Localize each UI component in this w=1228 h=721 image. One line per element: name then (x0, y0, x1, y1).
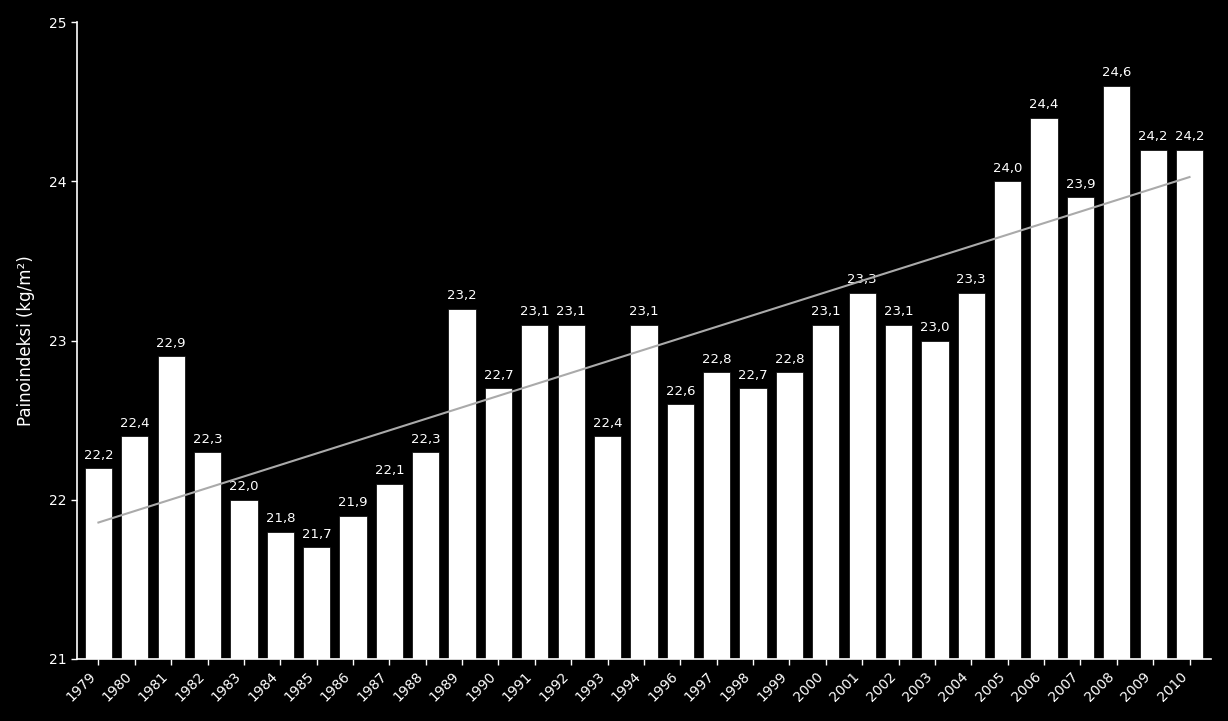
Text: 22,6: 22,6 (666, 385, 695, 398)
Text: 24,0: 24,0 (993, 162, 1023, 175)
Text: 24,6: 24,6 (1102, 66, 1131, 79)
Text: 22,4: 22,4 (120, 417, 150, 430)
Text: 22,7: 22,7 (484, 369, 513, 382)
Text: 22,0: 22,0 (230, 480, 259, 493)
Bar (1176, 149, 1203, 659)
Bar (231, 500, 258, 659)
Bar (339, 516, 367, 659)
Text: 23,2: 23,2 (447, 289, 476, 302)
Bar (448, 309, 475, 659)
Text: 22,7: 22,7 (738, 369, 768, 382)
Text: 23,1: 23,1 (556, 305, 586, 318)
Bar (1067, 198, 1094, 659)
Text: 22,4: 22,4 (593, 417, 623, 430)
Bar (667, 404, 694, 659)
Bar (958, 293, 985, 659)
Bar (739, 389, 766, 659)
Bar (303, 547, 330, 659)
Bar (1140, 149, 1167, 659)
Text: 24,2: 24,2 (1138, 131, 1168, 143)
Bar (558, 324, 585, 659)
Bar (885, 324, 912, 659)
Text: 24,2: 24,2 (1175, 131, 1205, 143)
Bar (485, 389, 512, 659)
Bar (993, 182, 1022, 659)
Bar (594, 436, 621, 659)
Text: 23,1: 23,1 (519, 305, 550, 318)
Text: 22,2: 22,2 (84, 448, 113, 461)
Text: 22,3: 22,3 (193, 433, 222, 446)
Text: 23,1: 23,1 (629, 305, 658, 318)
Bar (85, 468, 112, 659)
Bar (630, 324, 658, 659)
Bar (1103, 86, 1131, 659)
Y-axis label: Painoindeksi (kg/m²): Painoindeksi (kg/m²) (17, 255, 34, 426)
Bar (376, 484, 403, 659)
Text: 24,4: 24,4 (1029, 98, 1059, 111)
Text: 23,0: 23,0 (920, 321, 949, 334)
Bar (1030, 118, 1057, 659)
Bar (849, 293, 876, 659)
Text: 22,1: 22,1 (375, 464, 404, 477)
Bar (122, 436, 149, 659)
Text: 22,3: 22,3 (411, 433, 441, 446)
Bar (521, 324, 549, 659)
Text: 23,1: 23,1 (884, 305, 914, 318)
Bar (704, 372, 731, 659)
Text: 22,9: 22,9 (156, 337, 185, 350)
Bar (266, 531, 293, 659)
Text: 21,7: 21,7 (302, 528, 332, 541)
Text: 23,9: 23,9 (1066, 178, 1095, 191)
Bar (776, 372, 803, 659)
Text: 23,3: 23,3 (957, 273, 986, 286)
Text: 21,8: 21,8 (265, 512, 295, 525)
Text: 21,9: 21,9 (338, 496, 367, 509)
Bar (413, 452, 440, 659)
Text: 23,3: 23,3 (847, 273, 877, 286)
Bar (157, 356, 184, 659)
Text: 22,8: 22,8 (702, 353, 732, 366)
Text: 23,1: 23,1 (810, 305, 841, 318)
Bar (194, 452, 221, 659)
Bar (812, 324, 840, 659)
Text: 22,8: 22,8 (775, 353, 804, 366)
Bar (921, 340, 948, 659)
